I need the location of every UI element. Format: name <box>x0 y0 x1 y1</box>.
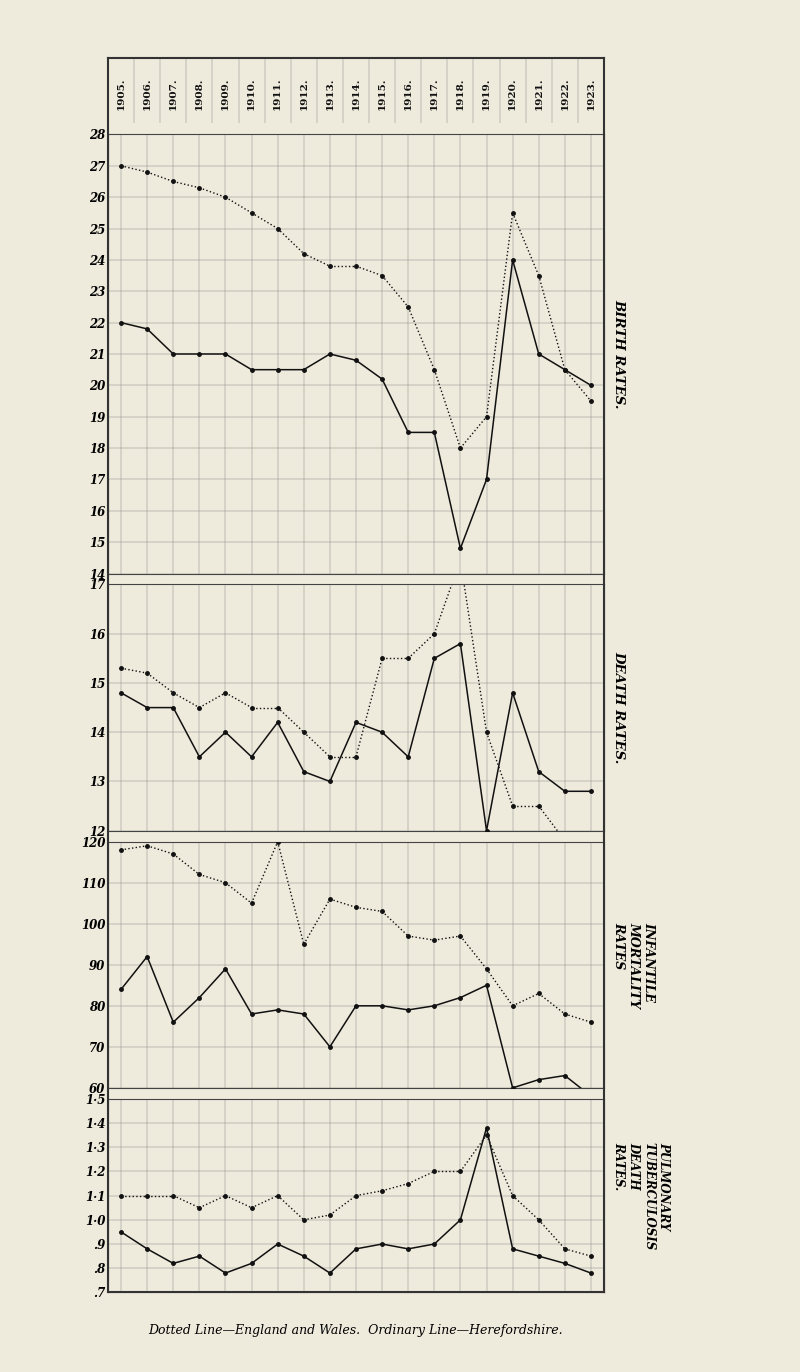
Text: 1913.: 1913. <box>326 78 334 110</box>
Text: BIRTH RATES.: BIRTH RATES. <box>612 299 625 409</box>
Text: 1914.: 1914. <box>351 78 361 110</box>
Text: 1919.: 1919. <box>482 78 491 110</box>
Text: 1907.: 1907. <box>169 78 178 110</box>
Text: 1923.: 1923. <box>586 78 595 110</box>
Text: 1912.: 1912. <box>299 78 308 110</box>
Text: 1905.: 1905. <box>117 78 126 110</box>
Text: 1920.: 1920. <box>508 78 517 110</box>
Text: 1908.: 1908. <box>195 78 204 110</box>
Text: 1918.: 1918. <box>456 78 465 110</box>
Text: 1922.: 1922. <box>560 78 570 110</box>
Text: 1921.: 1921. <box>534 78 543 110</box>
Text: 1909.: 1909. <box>221 78 230 110</box>
Text: 1910.: 1910. <box>247 78 256 110</box>
Text: 1916.: 1916. <box>404 78 413 110</box>
Text: 1906.: 1906. <box>142 78 152 110</box>
Text: PULMONARY
TUBERCULOSIS
DEATH
RATES.: PULMONARY TUBERCULOSIS DEATH RATES. <box>612 1142 670 1250</box>
Text: 1915.: 1915. <box>378 78 386 110</box>
Text: 1911.: 1911. <box>273 78 282 110</box>
Text: INFANTILE
MORTALITY
RATES: INFANTILE MORTALITY RATES <box>612 922 655 1008</box>
Text: DEATH RATES.: DEATH RATES. <box>612 652 625 764</box>
Text: 1917.: 1917. <box>430 78 439 110</box>
Text: Dotted Line—England and Wales.  Ordinary Line—Herefordshire.: Dotted Line—England and Wales. Ordinary … <box>149 1324 563 1338</box>
